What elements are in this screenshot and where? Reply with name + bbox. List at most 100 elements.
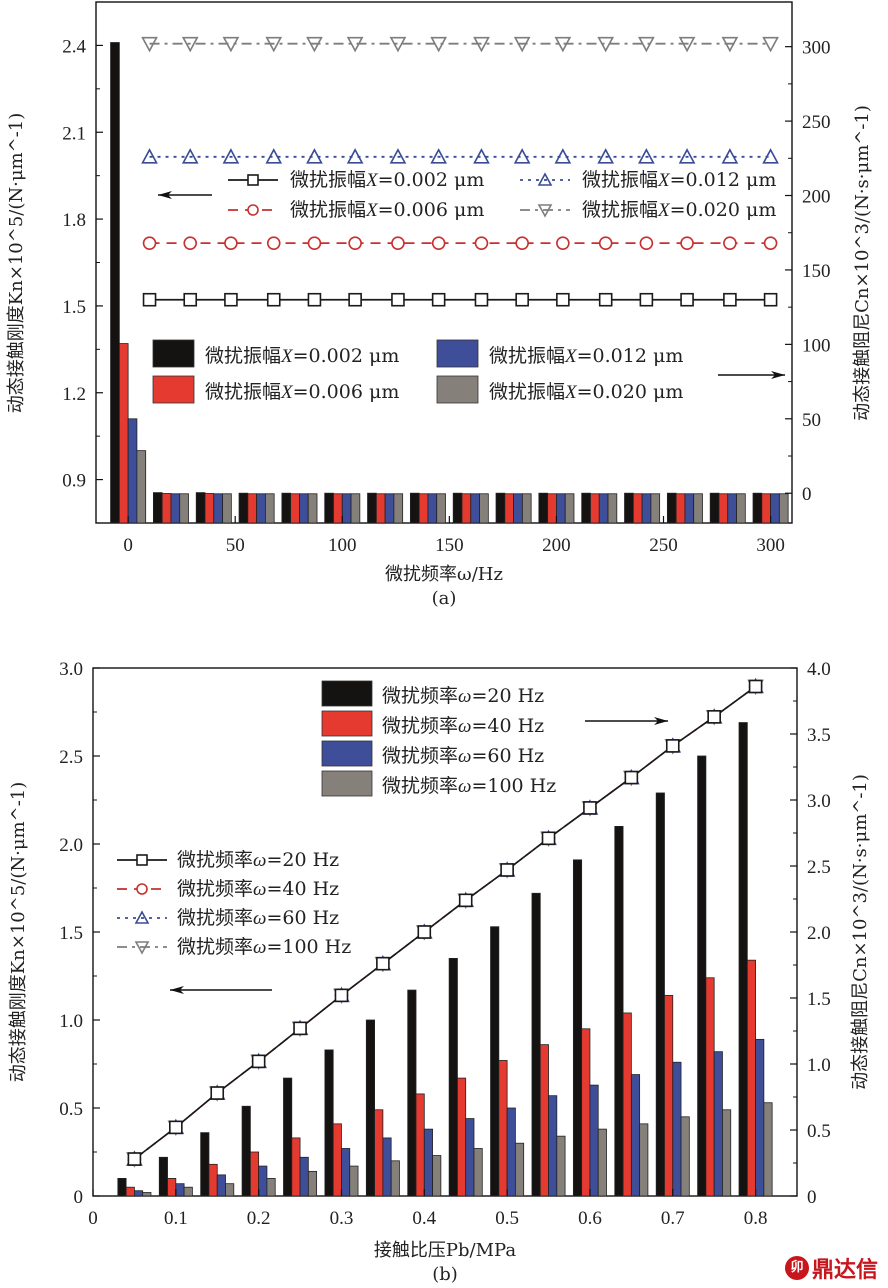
marker-a-s2-p15: [762, 148, 779, 164]
bar-b-s1-c4: [291, 1137, 301, 1197]
legend-bar-swatch: [436, 375, 479, 404]
bar-a-s1-c14: [718, 493, 729, 524]
bar-a-s3-c4: [307, 493, 318, 524]
marker-a-s0-p0: [142, 292, 157, 307]
panel-caption: (b): [432, 1264, 458, 1285]
y2-tick-label: 250: [802, 112, 831, 133]
bar-b-s2-c11: [589, 1084, 599, 1197]
marker-a-s1-p0: [142, 236, 157, 250]
x-tick-label: 100: [328, 535, 357, 556]
bar-b-s3-c5: [349, 1165, 359, 1197]
marker-a-s2-p4: [306, 148, 323, 164]
bar-a-s1-c10: [547, 493, 557, 524]
marker-b-s0-p8: [458, 893, 473, 908]
legend-bar-label: 微扰振幅X=0.002 μm: [205, 345, 399, 367]
bar-b-s1-c5: [332, 1123, 342, 1197]
bar-b-s3-c4: [307, 1170, 318, 1197]
y2-tick-label: 4.0: [807, 659, 831, 680]
legend-line-marker: [537, 172, 553, 186]
bar-a-s3-c5: [350, 493, 361, 524]
bar-a-s2-c7: [427, 493, 438, 524]
marker-a-s3-p11: [597, 36, 615, 53]
bar-a-s0-c7: [409, 492, 420, 524]
x-tick-label: 300: [756, 535, 785, 556]
marker-a-s3-p9: [513, 36, 531, 53]
watermark: 卯 鼎达信: [784, 1252, 878, 1284]
y-tick-label: 1.2: [62, 384, 86, 405]
marker-a-s1-p11: [598, 236, 613, 250]
y2-tick-label: 50: [802, 410, 821, 431]
marker-a-s1-p12: [639, 236, 654, 250]
marker-a-s1-p13: [680, 236, 694, 250]
bar-b-s1-c11: [581, 1028, 591, 1197]
bar-a-s0-c3: [238, 492, 249, 524]
bar-a-s0-c14: [709, 492, 720, 524]
marker-a-s1-p14: [723, 236, 737, 250]
marker-b-s0-p5: [334, 988, 349, 1003]
bar-b-s0-c5: [324, 1049, 334, 1197]
marker-a-s0-p14: [723, 292, 737, 307]
marker-a-s3-p5: [346, 36, 364, 53]
marker-a-s2-p3: [265, 148, 283, 164]
marker-a-s3-p1: [181, 36, 199, 53]
bar-a-s3-c14: [736, 493, 746, 524]
arrow-right-axis: [585, 717, 668, 725]
marker-b-s0-p6: [376, 956, 390, 971]
bar-a-s0-c2: [195, 492, 206, 524]
y2-tick-label: 0: [807, 1187, 817, 1208]
x-tick-label: 0.5: [495, 1208, 519, 1229]
marker-a-s1-p7: [431, 236, 446, 250]
marker-a-s2-p10: [554, 148, 572, 164]
legend-bar-label: 微扰频率ω=20 Hz: [382, 685, 544, 707]
marker-a-s1-p8: [474, 236, 489, 250]
legend-line-marker: [134, 941, 150, 955]
bar-b-s3-c14: [722, 1109, 732, 1197]
bar-b-s0-c2: [200, 1132, 210, 1197]
x-tick-label: 150: [435, 535, 464, 556]
marker-a-s2-p8: [473, 148, 490, 164]
bar-b-s3-c3: [266, 1178, 276, 1197]
marker-a-s2-p6: [389, 148, 407, 164]
x-tick-label: 0.4: [412, 1208, 436, 1229]
bar-a-s2-c3: [256, 493, 266, 524]
bar-a-s2-c4: [299, 493, 309, 524]
marker-a-s0-p4: [307, 292, 322, 307]
marker-a-s3-p12: [638, 36, 655, 53]
x-tick-label: 0: [88, 1208, 98, 1229]
legend-bar-label: 微扰频率ω=40 Hz: [382, 715, 544, 737]
y2-axis-label: 动态接触阻尼Cn×10^3/(N·s·μm^-1): [852, 105, 873, 421]
bar-b-s2-c15: [755, 1038, 765, 1197]
bar-a-s3-c0: [136, 450, 147, 524]
marker-a-s2-p12: [638, 148, 655, 164]
marker-a-s1-p3: [266, 236, 281, 250]
marker-a-s0-p5: [348, 292, 362, 307]
legend-line-label: 微扰频率ω=60 Hz: [177, 907, 339, 929]
legend-line-marker: [247, 174, 259, 186]
legend-line-label: 微扰振幅X=0.006 μm: [290, 199, 484, 221]
marker-a-s3-p13: [678, 36, 696, 53]
marker-a-s3-p8: [473, 36, 490, 53]
marker-a-s0-p15: [763, 292, 778, 307]
bar-a-s3-c12: [650, 493, 661, 524]
marker-a-s0-p12: [639, 292, 654, 307]
legend-line-marker: [136, 854, 148, 866]
bar-a-s2-c14: [727, 493, 737, 524]
marker-a-s2-p14: [721, 148, 739, 164]
bar-b-s3-c1: [183, 1186, 193, 1197]
arrow-right-axis: [718, 371, 785, 379]
bar-a-s2-c12: [641, 493, 652, 524]
bar-a-s1-c0: [118, 343, 129, 524]
bar-b-s3-c11: [597, 1128, 607, 1197]
bar-b-s3-c10: [556, 1135, 566, 1197]
bar-a-s2-c13: [684, 493, 695, 524]
bar-a-s0-c10: [538, 492, 549, 524]
y2-tick-label: 2.0: [807, 923, 831, 944]
bar-b-s0-c9: [490, 926, 500, 1197]
bar-b-s1-c14: [705, 977, 715, 1197]
y-tick-label: 1.5: [62, 297, 86, 318]
bar-b-s0-c1: [158, 1156, 168, 1197]
bar-b-s3-c8: [473, 1148, 483, 1197]
arrow-left-axis-head: [158, 191, 172, 199]
bar-b-s0-c7: [407, 989, 417, 1197]
marker-b-s0-p12: [624, 770, 639, 785]
